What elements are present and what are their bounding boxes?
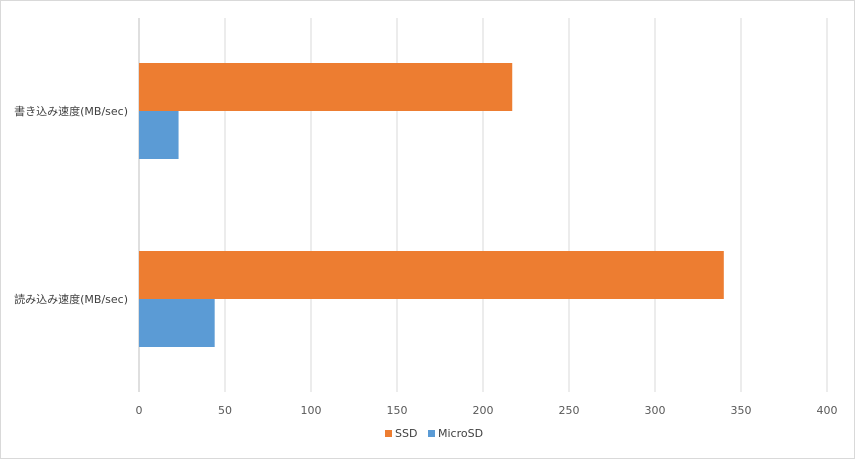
x-tick-label: 50 — [218, 404, 232, 417]
legend: SSD MicroSD — [385, 427, 483, 440]
legend-swatch-ssd — [385, 430, 392, 437]
bars — [139, 63, 724, 347]
y-axis-categories: 書き込み速度(MB/sec) 読み込み速度(MB/sec) — [14, 104, 128, 306]
legend-swatch-microsd — [428, 430, 435, 437]
category-label: 読み込み速度(MB/sec) — [14, 292, 128, 306]
x-axis: 0 50 100 150 200 250 300 350 400 — [136, 404, 838, 417]
x-tick-label: 350 — [731, 404, 752, 417]
legend-label: SSD — [395, 427, 417, 440]
bar-microsd-2 — [139, 299, 215, 347]
x-tick-label: 300 — [645, 404, 666, 417]
bar-ssd-1 — [139, 63, 513, 111]
category-label: 書き込み速度(MB/sec) — [14, 104, 128, 118]
x-tick-label: 150 — [387, 404, 408, 417]
x-tick-label: 0 — [136, 404, 143, 417]
legend-label: MicroSD — [438, 427, 483, 440]
x-tick-label: 100 — [301, 404, 322, 417]
x-tick-label: 200 — [473, 404, 494, 417]
bar-microsd-1 — [139, 111, 179, 159]
x-tick-label: 400 — [817, 404, 838, 417]
bar-ssd-2 — [139, 251, 724, 299]
x-tick-label: 250 — [559, 404, 580, 417]
